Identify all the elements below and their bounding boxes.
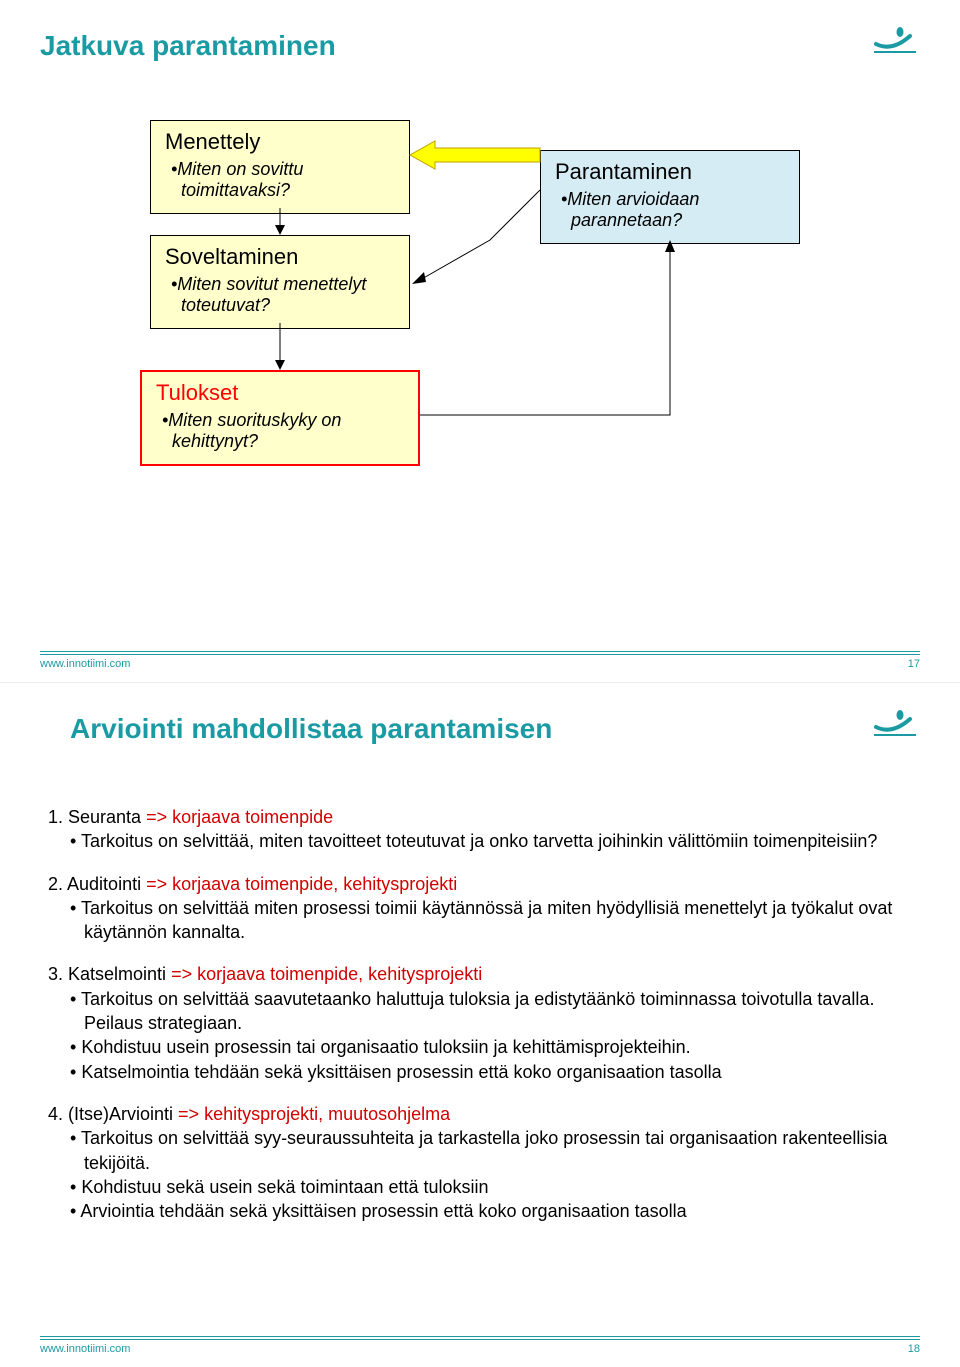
slide-1: Jatkuva parantaminen Menettely •Miten on… [0,0,960,683]
list-item-bullet: Tarkoitus on selvittää miten prosessi to… [40,896,920,945]
item-number: 2. [48,874,67,894]
list-item-head: 3. Katselmointi => korjaava toimenpide, … [40,962,920,986]
list-item-bullet: Katselmointia tehdään sekä yksittäisen p… [40,1060,920,1084]
slide-footer-1: www.innotiimi.com 17 [40,651,920,664]
list-item: 3. Katselmointi => korjaava toimenpide, … [40,962,920,1083]
logo-icon [870,20,920,61]
footer-url-2: www.innotiimi.com [40,1343,130,1355]
list-item-bullet: Tarkoitus on selvittää saavutetaanko hal… [40,987,920,1036]
page-number-1: 17 [908,658,920,670]
box-parantaminen-title: Parantaminen [555,159,785,185]
list-item-bullet: Kohdistuu sekä usein sekä toimintaan ett… [40,1175,920,1199]
list-item-bullet: Arviointia tehdään sekä yksittäisen pros… [40,1199,920,1223]
box-tulokset-title: Tulokset [156,380,404,406]
list-item-bullet: Kohdistuu usein prosessin tai organisaat… [40,1035,920,1059]
arrow-sov-tul [270,323,290,373]
list-item-bullet: Tarkoitus on selvittää, miten tavoitteet… [40,829,920,853]
list-item: 2. Auditointi => korjaava toimenpide, ke… [40,872,920,945]
arrow-tul-par [420,240,680,420]
item-lead: (Itse)Arviointi [68,1104,178,1124]
list-item: 1. Seuranta => korjaava toimenpideTarkoi… [40,805,920,854]
arrow-men-sov [270,208,290,238]
box-tulokset-bullet: •Miten suorituskyky on kehittynyt? [156,410,404,452]
footer-url-1: www.innotiimi.com [40,658,130,670]
slide-title-1: Jatkuva parantaminen [40,30,920,62]
item-lead: Seuranta [68,807,146,827]
item-number: 3. [48,964,68,984]
item-red-text: => kehitysprojekti, muutosohjelma [178,1104,450,1124]
box-soveltaminen-bullet: •Miten sovitut menettelyt toteutuvat? [165,274,395,316]
box-parantaminen: Parantaminen •Miten arvioidaan paranneta… [540,150,800,244]
box-tulokset: Tulokset •Miten suorituskyky on kehittyn… [140,370,420,466]
box-soveltaminen-title: Soveltaminen [165,244,395,270]
item-number: 4. [48,1104,68,1124]
item-lead: Katselmointi [68,964,171,984]
page-number-2: 18 [908,1343,920,1355]
diagram: Menettely •Miten on sovittu toimittavaks… [40,120,920,540]
list-item-head: 4. (Itse)Arviointi => kehitysprojekti, m… [40,1102,920,1126]
box-menettely-title: Menettely [165,129,395,155]
content-list: 1. Seuranta => korjaava toimenpideTarkoi… [40,805,920,1223]
item-red-text: => korjaava toimenpide, kehitysprojekti [146,874,457,894]
slide-2: Arviointi mahdollistaa parantamisen 1. S… [0,683,960,1367]
slide-footer-2: www.innotiimi.com 18 [40,1336,920,1349]
list-item-head: 2. Auditointi => korjaava toimenpide, ke… [40,872,920,896]
box-soveltaminen: Soveltaminen •Miten sovitut menettelyt t… [150,235,410,329]
list-item-bullet: Tarkoitus on selvittää syy-seuraussuhtei… [40,1126,920,1175]
item-red-text: => korjaava toimenpide, kehitysprojekti [171,964,482,984]
logo-icon-2 [870,703,920,744]
list-item-head: 1. Seuranta => korjaava toimenpide [40,805,920,829]
item-number: 1. [48,807,68,827]
list-item: 4. (Itse)Arviointi => kehitysprojekti, m… [40,1102,920,1223]
box-menettely: Menettely •Miten on sovittu toimittavaks… [150,120,410,214]
arrow-par-men-yellow [410,138,545,178]
box-menettely-bullet: •Miten on sovittu toimittavaksi? [165,159,395,201]
item-lead: Auditointi [67,874,146,894]
slide-title-2: Arviointi mahdollistaa parantamisen [70,713,920,745]
box-parantaminen-bullet: •Miten arvioidaan parannetaan? [555,189,785,231]
item-red-text: => korjaava toimenpide [146,807,333,827]
